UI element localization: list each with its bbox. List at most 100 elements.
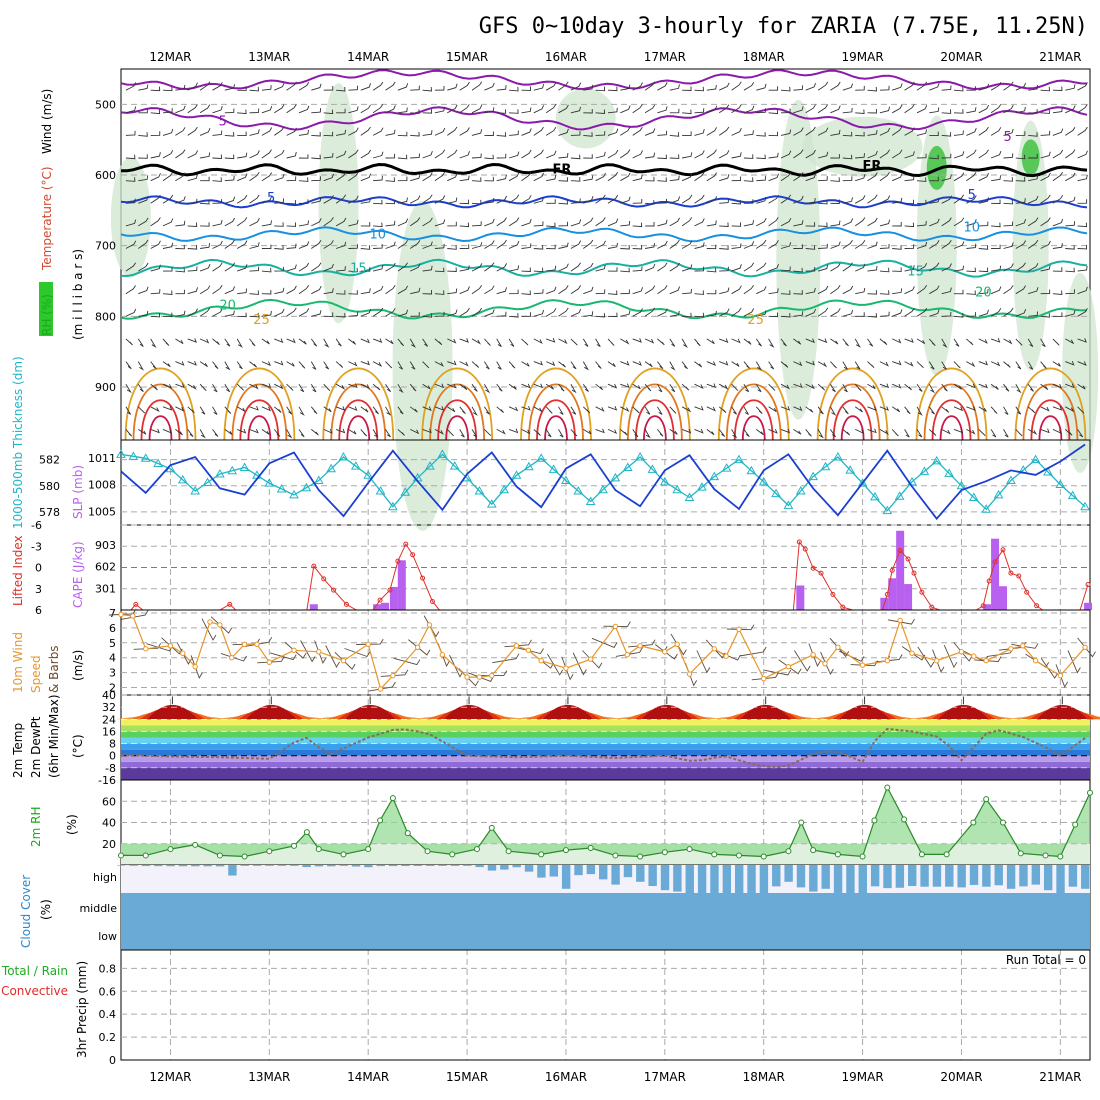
wind-barb	[125, 198, 136, 204]
wind-barb	[199, 104, 211, 114]
lifted-index-marker	[889, 567, 895, 573]
wind-barb	[891, 149, 903, 159]
wind-barb	[137, 338, 144, 347]
wind-barb	[212, 262, 223, 272]
rh-line	[121, 785, 1091, 858]
wind-barb	[1028, 287, 1039, 295]
lifted-index-marker	[796, 539, 802, 545]
wind-10m-barb	[808, 643, 821, 668]
wind-barb	[669, 310, 680, 317]
wind-barb	[150, 289, 161, 295]
wind-speed-marker	[711, 646, 717, 652]
wind-barb	[1003, 338, 1013, 345]
wind-barb	[916, 361, 924, 369]
slp-line	[120, 443, 1086, 521]
wind-barb	[496, 338, 502, 347]
wind-barb	[669, 217, 680, 227]
wind-10m-barb	[1067, 650, 1081, 674]
wind-barb	[447, 360, 457, 366]
rh-tick-40: 40	[102, 817, 116, 830]
wind-barb	[1027, 262, 1039, 272]
cloud-high-bar	[623, 865, 633, 878]
wind-barb	[150, 86, 161, 92]
cloud-high-bar	[339, 865, 348, 866]
cloud-high-bar	[1068, 865, 1078, 887]
wind-barb	[125, 219, 137, 227]
wind-barb	[385, 81, 396, 91]
wind-barb	[1015, 240, 1026, 249]
wind-barb	[805, 222, 816, 227]
wind-barb	[372, 338, 383, 343]
wind-barb	[125, 285, 136, 295]
wind-barb	[991, 265, 1002, 272]
rh-marker	[365, 846, 372, 853]
wind-10m-barb	[270, 652, 297, 661]
wind-barb	[1052, 86, 1063, 91]
wind-barb	[372, 361, 383, 368]
wind-barb	[583, 132, 593, 137]
wind-barb	[817, 104, 829, 114]
wind-barb	[397, 361, 403, 370]
wind-barb	[582, 406, 591, 414]
wind-barb	[484, 429, 492, 437]
thickness-marker	[697, 482, 707, 491]
wind-barb	[422, 428, 432, 434]
wind-barb	[743, 154, 754, 159]
wind-barb	[966, 171, 977, 182]
wind-barb	[1052, 218, 1064, 227]
lifted-index-marker	[227, 601, 233, 607]
wind-barb	[768, 86, 779, 91]
wind-speed-marker	[439, 652, 446, 658]
wind-barb	[410, 85, 420, 91]
wind-barb	[274, 308, 285, 317]
wind-barb	[953, 338, 960, 347]
wind-barb	[422, 383, 431, 390]
wind-barb	[595, 86, 606, 92]
cape-bar-7	[888, 578, 897, 610]
thickness-marker	[907, 476, 917, 486]
wind-barb	[199, 307, 211, 317]
temp-band-6	[121, 731, 1090, 738]
wind-barb	[929, 176, 939, 182]
wind-barb	[199, 406, 206, 415]
wind-barb	[533, 338, 543, 345]
wind-barb	[434, 383, 445, 389]
wind-barb	[162, 194, 174, 204]
wind-barb	[1028, 174, 1039, 182]
rh-marker	[562, 847, 569, 854]
wind-barb	[249, 338, 256, 347]
lifted-index-marker	[802, 546, 808, 552]
precip-label-1: Convective	[1, 984, 68, 998]
wind-barb	[521, 86, 531, 91]
wind-barb	[434, 85, 445, 91]
wind-10m-barb	[764, 669, 792, 676]
wind-barb	[348, 172, 359, 182]
wind-barb	[1015, 429, 1023, 437]
cloud-high-bar	[215, 865, 225, 867]
wind-barb	[138, 286, 149, 295]
lifted-index-marker	[133, 601, 139, 607]
rh-shading-1	[318, 83, 359, 324]
wind-barb	[348, 85, 359, 91]
top-date-21MAR: 21MAR	[1039, 50, 1081, 64]
temp-label-1: 2m DewPt	[29, 716, 43, 778]
rh-marker	[970, 819, 977, 826]
wind-barb	[335, 338, 342, 347]
wind-barb	[891, 406, 901, 413]
lifted-index-marker	[395, 558, 401, 564]
wind-speed-marker	[525, 647, 532, 653]
rh-marker	[785, 848, 792, 855]
wind-speed-marker	[476, 674, 483, 680]
rh-marker	[118, 852, 124, 859]
wind-barb	[632, 266, 643, 272]
wind-barb	[904, 81, 915, 91]
wind-barb	[1065, 84, 1076, 91]
wind-barb	[545, 383, 554, 390]
wind-10m-barb	[820, 651, 834, 675]
rh-marker	[871, 817, 878, 824]
wind-barb	[546, 265, 557, 272]
wind-barb	[237, 264, 248, 272]
wind-barb	[434, 219, 446, 227]
thickness-marker	[301, 482, 312, 492]
wind-barb	[372, 264, 384, 272]
